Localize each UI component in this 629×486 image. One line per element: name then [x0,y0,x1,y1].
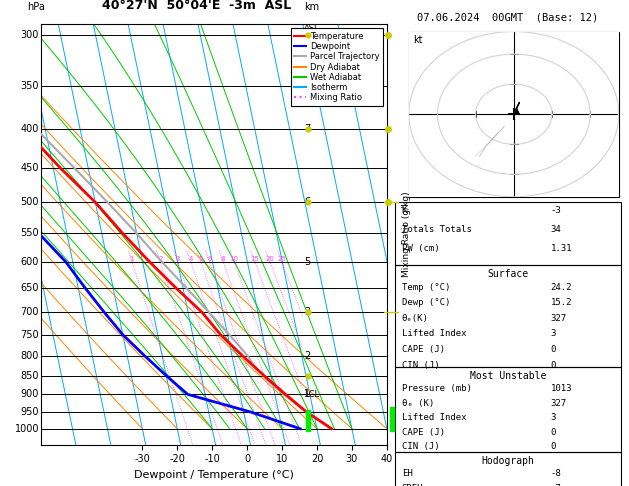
Text: 500: 500 [21,197,39,207]
Text: 900: 900 [21,389,39,399]
Text: CIN (J): CIN (J) [402,361,440,369]
Text: 7: 7 [304,124,310,134]
Text: 40°27'N  50°04'E  -3m  ASL: 40°27'N 50°04'E -3m ASL [102,0,291,12]
Text: EH: EH [402,469,413,478]
Text: -3: -3 [550,206,561,215]
Text: 8: 8 [221,256,225,262]
Text: 1.31: 1.31 [550,244,572,254]
Text: km: km [304,1,319,12]
Text: 10: 10 [230,256,238,262]
Text: 20: 20 [265,256,274,262]
Text: 5: 5 [199,256,203,262]
Text: 2: 2 [158,256,162,262]
Text: 650: 650 [21,283,39,293]
Text: 1: 1 [130,256,134,262]
Text: CAPE (J): CAPE (J) [402,345,445,354]
Text: Totals Totals: Totals Totals [402,225,472,234]
Text: 4: 4 [189,256,192,262]
Text: Surface: Surface [487,269,528,279]
Text: 3: 3 [175,256,180,262]
Text: -8: -8 [550,469,561,478]
Text: θₑ(K): θₑ(K) [402,314,428,323]
Text: Hodograph: Hodograph [481,456,535,466]
Bar [395,367,621,452]
Text: 15.2: 15.2 [550,298,572,307]
Text: LCL: LCL [304,390,319,399]
Text: CAPE (J): CAPE (J) [402,428,445,437]
Text: 300: 300 [21,31,39,40]
Text: 07.06.2024  00GMT  (Base: 12): 07.06.2024 00GMT (Base: 12) [417,12,599,22]
Text: K: K [402,206,407,215]
Text: hPa: hPa [27,1,45,12]
Text: 950: 950 [21,407,39,417]
Bar [395,452,621,486]
Text: Temp (°C): Temp (°C) [402,283,450,292]
Text: 700: 700 [21,307,39,317]
Text: 0: 0 [550,442,556,451]
Legend: Temperature, Dewpoint, Parcel Trajectory, Dry Adiabat, Wet Adiabat, Isotherm, Mi: Temperature, Dewpoint, Parcel Trajectory… [291,29,382,105]
Text: 327: 327 [550,314,567,323]
Text: 350: 350 [21,81,39,91]
Text: 5: 5 [304,257,310,267]
Bar [395,202,621,265]
Text: 34: 34 [550,225,561,234]
Text: 450: 450 [21,163,39,173]
Bar [409,32,619,197]
Text: 400: 400 [21,124,39,134]
Bar [395,265,621,367]
Text: 0: 0 [550,428,556,437]
Text: 800: 800 [21,351,39,361]
Text: 850: 850 [21,371,39,381]
Text: 1: 1 [304,389,310,399]
Text: 3: 3 [550,330,556,338]
Text: Dewp (°C): Dewp (°C) [402,298,450,307]
Text: 25: 25 [277,256,286,262]
Text: Lifted Index: Lifted Index [402,330,466,338]
Text: 24.2: 24.2 [550,283,572,292]
Text: 550: 550 [21,228,39,239]
Text: 600: 600 [21,257,39,267]
Text: 6: 6 [304,197,310,207]
Text: 1000: 1000 [14,424,39,434]
Text: Mixing Ratio (g/kg): Mixing Ratio (g/kg) [403,191,411,278]
Text: 8: 8 [304,31,310,40]
Text: 0: 0 [550,345,556,354]
Text: 2: 2 [304,351,310,361]
Text: Pressure (mb): Pressure (mb) [402,384,472,393]
X-axis label: Dewpoint / Temperature (°C): Dewpoint / Temperature (°C) [134,470,294,480]
Text: 3: 3 [304,307,310,317]
Text: 750: 750 [21,330,39,340]
Text: -7: -7 [550,484,561,486]
Text: θₑ (K): θₑ (K) [402,399,434,408]
Text: 6: 6 [207,256,211,262]
Text: 0: 0 [550,361,556,369]
Text: 327: 327 [550,399,567,408]
Text: PW (cm): PW (cm) [402,244,440,254]
Text: 3: 3 [550,413,556,422]
Text: SREH: SREH [402,484,423,486]
Text: ASL: ASL [304,24,320,34]
Text: 15: 15 [250,256,259,262]
Text: kt: kt [413,35,422,45]
Text: Most Unstable: Most Unstable [470,371,546,381]
Text: CIN (J): CIN (J) [402,442,440,451]
Text: Lifted Index: Lifted Index [402,413,466,422]
Text: 1013: 1013 [550,384,572,393]
